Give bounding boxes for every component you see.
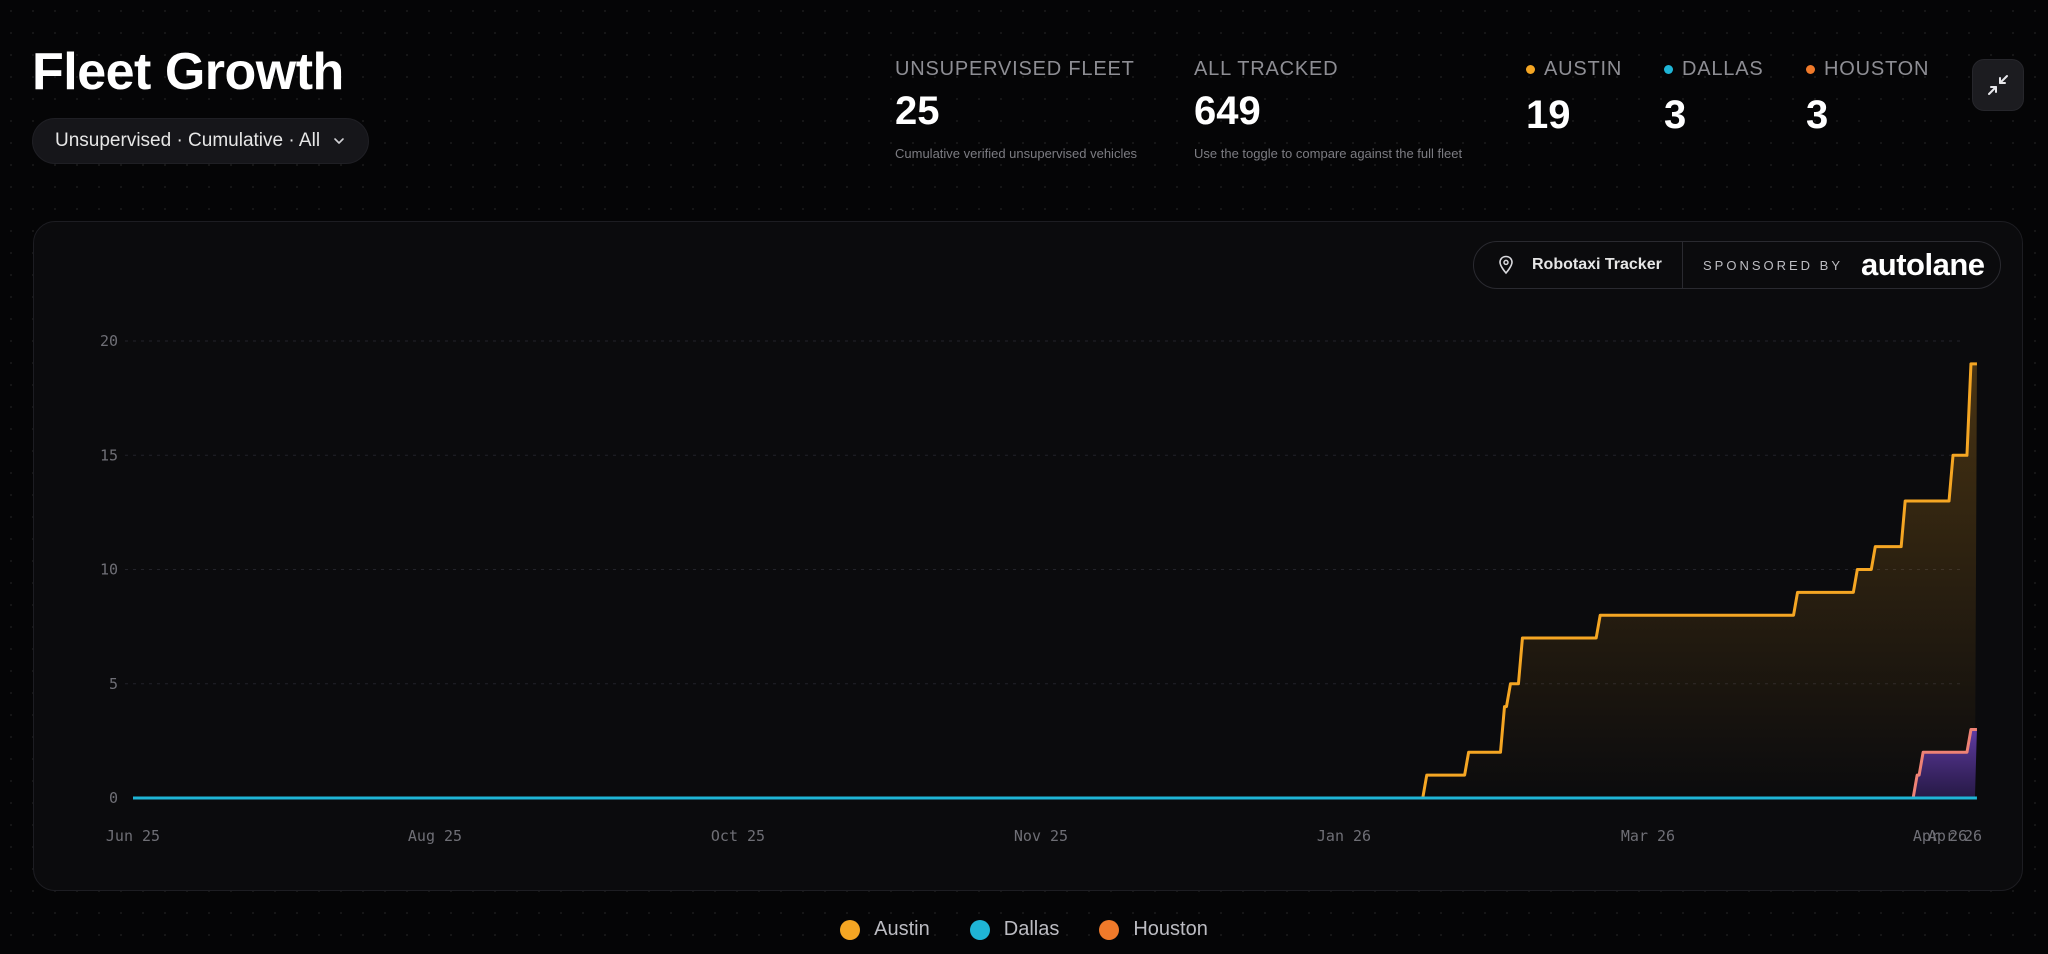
- stat-value: 25: [895, 89, 940, 133]
- map-pin-icon: [1499, 255, 1513, 275]
- city-stat-austin: AUSTIN 19: [1526, 58, 1622, 138]
- chevron-down-icon: [334, 138, 344, 144]
- legend-item-dallas[interactable]: Dallas: [969, 918, 1060, 941]
- robotaxi-tracker-link[interactable]: Robotaxi Tracker: [1474, 242, 1683, 288]
- collapse-arrows-icon: [1988, 75, 2008, 95]
- sponsored-by-label: SPONSORED BY: [1703, 257, 1844, 273]
- chart-legend: Austin Dallas Houston: [0, 918, 2048, 941]
- sponsor-pill[interactable]: Robotaxi Tracker SPONSORED BY autolane: [1473, 241, 2001, 289]
- stat-label: ALL TRACKED: [1194, 58, 1339, 80]
- sponsor-brand-link[interactable]: SPONSORED BY autolane: [1683, 247, 1985, 283]
- stat-note: Use the toggle to compare against the fu…: [1194, 146, 1463, 161]
- city-label: DALLAS: [1682, 58, 1764, 80]
- legend-label: Austin: [874, 918, 930, 940]
- city-label: HOUSTON: [1824, 58, 1930, 80]
- city-value: 3: [1806, 93, 1829, 137]
- city-label: AUSTIN: [1544, 58, 1623, 80]
- city-stat-houston: HOUSTON 3: [1806, 58, 1929, 138]
- city-stat-dallas: DALLAS 3: [1664, 58, 1764, 138]
- filter-dropdown[interactable]: Unsupervised · Cumulative · All: [32, 118, 370, 164]
- legend-dot: [1099, 919, 1120, 940]
- y-tick-label: 15: [100, 446, 118, 464]
- stat-unsupervised-fleet: UNSUPERVISED FLEET 25 Cumulative verifie…: [895, 58, 1137, 161]
- x-tick-label: Oct 25: [711, 827, 765, 845]
- tracker-name: Robotaxi Tracker: [1532, 256, 1662, 273]
- legend-dot: [969, 919, 990, 940]
- austin-dot: [1526, 65, 1535, 74]
- filter-label: Unsupervised · Cumulative · All: [55, 130, 321, 151]
- city-value: 3: [1664, 93, 1687, 137]
- collapse-button[interactable]: [1972, 59, 2024, 111]
- x-tick-label: Jun 25: [106, 827, 160, 845]
- area-austin: [133, 363, 1977, 798]
- page-title: Fleet Growth: [32, 43, 344, 101]
- y-tick-label: 0: [109, 789, 118, 807]
- houston-dot: [1806, 65, 1815, 74]
- stat-note: Cumulative verified unsupervised vehicle…: [895, 146, 1138, 161]
- x-tick-label: Mar 26: [1621, 827, 1675, 845]
- stat-label: UNSUPERVISED FLEET: [895, 58, 1135, 80]
- x-tick-label: Aug 25: [408, 827, 462, 845]
- series-line-austin: [133, 362, 1977, 800]
- y-tick-label: 10: [100, 561, 118, 579]
- x-tick-label: Apr 26: [1913, 827, 1967, 845]
- y-tick-label: 5: [109, 675, 118, 693]
- stat-all-tracked: ALL TRACKED 649 Use the toggle to compar…: [1194, 58, 1462, 161]
- series-line-houston: [133, 727, 1977, 800]
- legend-label: Dallas: [1003, 918, 1060, 940]
- city-value: 19: [1526, 93, 1571, 137]
- dallas-dot: [1664, 65, 1673, 74]
- x-tick-label: Nov 25: [1014, 827, 1068, 845]
- brand-logo: autolane: [1861, 247, 1985, 282]
- x-tick-label: Jan 26: [1317, 827, 1371, 845]
- x-tick-label: Apr 26: [1928, 827, 1982, 845]
- legend-label: Houston: [1133, 918, 1208, 940]
- stat-value: 649: [1194, 89, 1261, 133]
- legend-dot: [840, 919, 861, 940]
- y-tick-label: 20: [100, 332, 118, 350]
- legend-item-houston[interactable]: Houston: [1099, 918, 1208, 941]
- legend-item-austin[interactable]: Austin: [840, 918, 930, 941]
